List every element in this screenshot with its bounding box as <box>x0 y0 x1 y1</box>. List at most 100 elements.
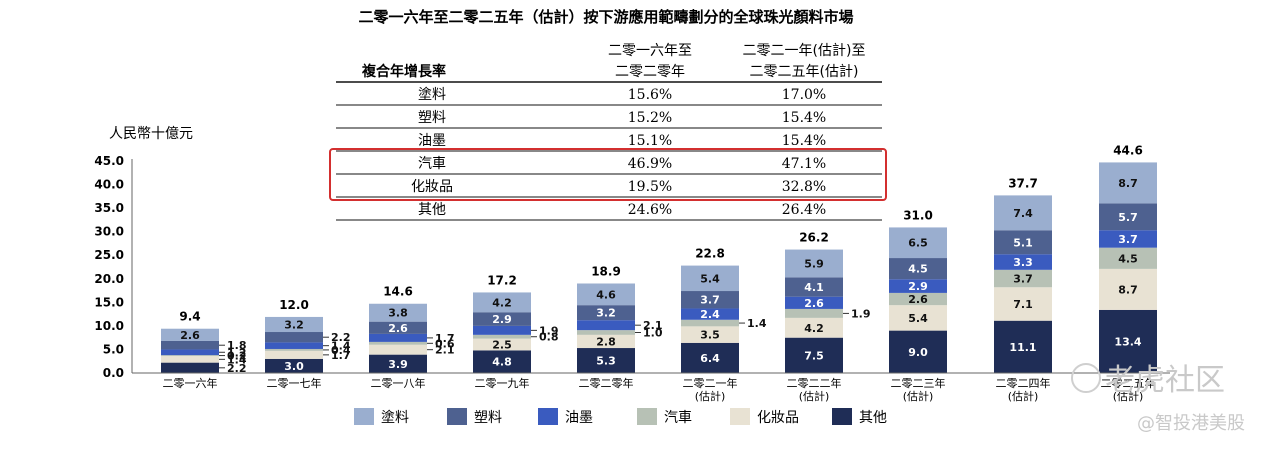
segment-value-label: 0.2 <box>227 350 247 363</box>
bar-total-label: 17.2 <box>487 273 517 287</box>
segment-value-label: 3.0 <box>284 360 304 373</box>
chart-title: 二零一六年至二零二五年（估計）按下游應用範疇劃分的全球珠光顏料市場 <box>358 8 853 26</box>
y-tick-label: 5.0 <box>103 342 124 356</box>
segment-value-label: 3.7 <box>1013 273 1033 286</box>
segment-value-label: 8.7 <box>1118 177 1138 190</box>
y-tick-label: 0.0 <box>103 366 124 380</box>
legend-label: 油墨 <box>565 410 593 426</box>
bar-segment-塗料 <box>473 292 531 313</box>
segment-value-label: 3.2 <box>284 318 304 331</box>
segment-value-label: 3.8 <box>388 307 408 320</box>
table-cell-value: 47.1% <box>782 156 826 172</box>
bar-segment-塗料 <box>681 265 739 292</box>
y-tick-label: 15.0 <box>94 295 124 309</box>
x-category-label: 二零二一年 <box>683 376 738 390</box>
table-col2-header: 二零二一年(估計)至 <box>743 43 866 59</box>
bar-segment-油墨 <box>994 254 1052 270</box>
segment-value-label: 2.1 <box>435 344 455 357</box>
bar-segment-塑料 <box>161 340 219 350</box>
segment-value-label: 7.1 <box>1013 298 1033 311</box>
bar-segment-汽車 <box>161 355 219 357</box>
table-cell-value: 26.4% <box>782 202 826 218</box>
table-col1-header: 二零一六年至 <box>608 43 692 59</box>
bar-segment-其他 <box>681 342 739 373</box>
bar-segment-塗料 <box>994 195 1052 231</box>
bar-segment-塗料 <box>265 316 323 333</box>
table-row-name: 汽車 <box>418 155 446 172</box>
segment-value-label: 5.7 <box>1118 211 1138 224</box>
bar-segment-油墨 <box>1099 230 1157 248</box>
segment-value-label: 2.4 <box>700 308 720 321</box>
bar-segment-化妝品 <box>681 326 739 343</box>
bar-segment-汽車 <box>1099 247 1157 269</box>
bar-segment-化妝品 <box>1099 268 1157 310</box>
bar-total-label: 31.0 <box>903 208 933 222</box>
bar-segment-塑料 <box>577 305 635 321</box>
legend-swatch-油墨 <box>538 408 558 425</box>
bar-total-label: 12.0 <box>279 298 309 312</box>
y-tick-label: 30.0 <box>94 225 124 239</box>
bar-segment-汽車 <box>994 269 1052 288</box>
bar-segment-汽車 <box>473 334 531 339</box>
watermark-handle: @智投港美股 <box>1137 413 1245 434</box>
bar-segment-其他 <box>1099 309 1157 373</box>
segment-value-label: 2.9 <box>908 280 928 293</box>
bar-segment-化妝品 <box>577 334 635 349</box>
table-cell-value: 24.6% <box>628 202 672 218</box>
x-category-label: (估計) <box>799 389 830 403</box>
segment-value-label: 1.2 <box>227 346 247 359</box>
segment-value-label: 1.7 <box>435 332 455 345</box>
tiger-logo-icon <box>1071 363 1101 393</box>
bar-segment-塑料 <box>1099 203 1157 231</box>
segment-value-label: 13.4 <box>1114 335 1141 348</box>
table-row-name: 油墨 <box>418 133 446 149</box>
legend-label: 化妝品 <box>757 410 799 426</box>
segment-value-label: 5.4 <box>700 272 720 285</box>
segment-value-label: 4.2 <box>804 322 824 335</box>
x-category-label: 二零一六年 <box>163 376 218 390</box>
segment-value-label: 5.3 <box>596 355 616 368</box>
bar-segment-化妝品 <box>265 350 323 359</box>
y-tick-label: 25.0 <box>94 248 124 262</box>
bar-segment-塗料 <box>369 303 427 322</box>
segment-value-label: 1.4 <box>227 353 247 366</box>
x-category-label: 二零一七年 <box>267 376 322 390</box>
bar-segment-化妝品 <box>161 356 219 363</box>
bar-segment-塑料 <box>681 291 739 309</box>
segment-value-label: 2.6 <box>908 293 928 306</box>
y-tick-label: 40.0 <box>94 178 124 192</box>
table-cell-value: 15.6% <box>628 87 672 103</box>
x-category-label: 二零一九年 <box>475 376 530 390</box>
table-cell-value: 46.9% <box>628 156 672 172</box>
bar-segment-塗料 <box>577 283 635 306</box>
bar-segment-油墨 <box>889 279 947 293</box>
segment-value-label: 1.7 <box>331 349 351 362</box>
segment-value-label: 3.7 <box>1118 233 1138 246</box>
bar-segment-油墨 <box>473 325 531 335</box>
segment-value-label: 4.1 <box>804 281 824 294</box>
segment-value-label: 4.5 <box>908 263 928 276</box>
segment-value-label: 2.8 <box>596 335 616 348</box>
table-highlight-box <box>329 148 887 201</box>
x-category-label: (估計) <box>695 389 726 403</box>
y-tick-label: 35.0 <box>94 201 124 215</box>
bar-segment-油墨 <box>785 296 843 309</box>
bar-segment-塑料 <box>785 277 843 297</box>
bar-segment-化妝品 <box>889 305 947 331</box>
segment-value-label: 1.4 <box>331 340 351 353</box>
bar-segment-油墨 <box>369 333 427 342</box>
bar-segment-油墨 <box>577 320 635 331</box>
bar-segment-化妝品 <box>994 287 1052 321</box>
x-category-label: 二零二四年 <box>996 376 1051 390</box>
bar-segment-其他 <box>994 320 1052 373</box>
bar-segment-塗料 <box>161 328 219 341</box>
table-col1-header: 二零二零年 <box>615 64 685 80</box>
watermark: 老虎社区 @智投港美股 <box>1071 363 1245 434</box>
segment-value-label: 4.5 <box>1118 252 1138 265</box>
bar-segment-化妝品 <box>785 317 843 338</box>
bar-segment-塑料 <box>994 230 1052 255</box>
table-cell-value: 15.4% <box>782 110 826 126</box>
segment-value-label: 3.2 <box>596 307 616 320</box>
